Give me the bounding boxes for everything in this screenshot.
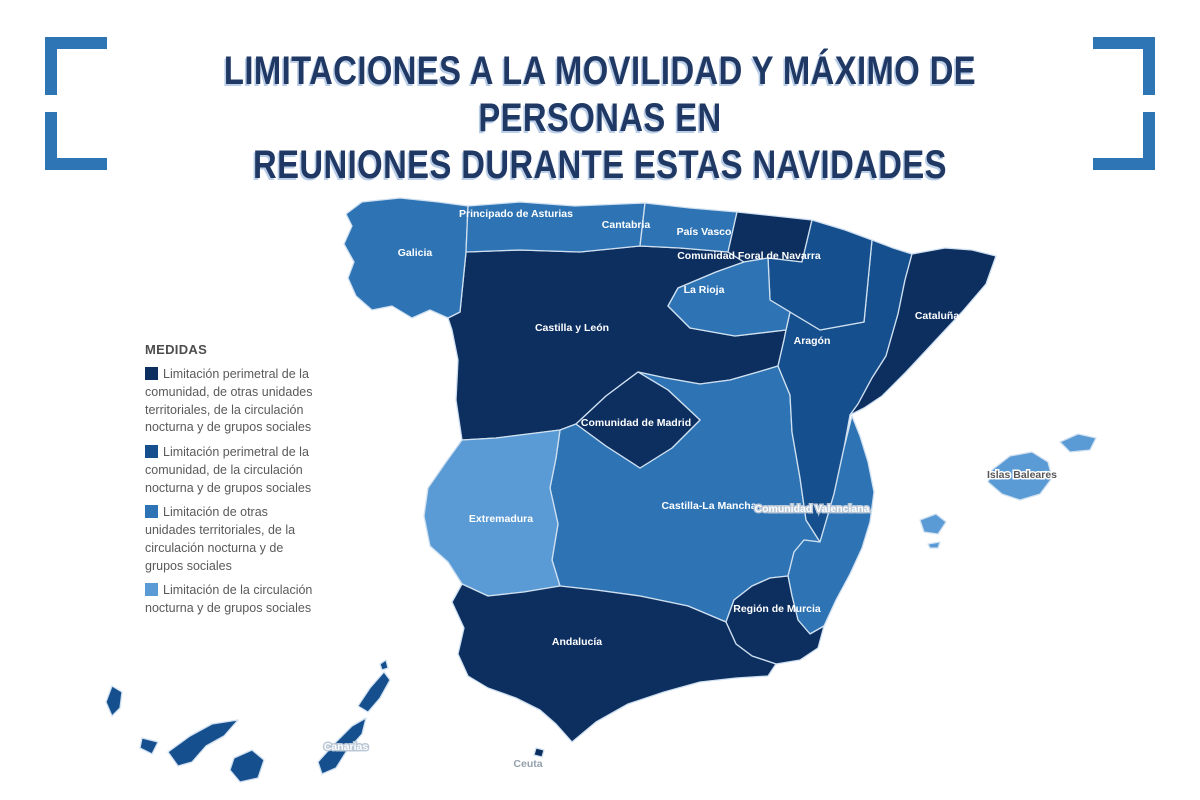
region-label-andalucia: Andalucía [552,636,602,648]
region-label-ceuta: Ceuta [513,758,542,770]
region-madrid[interactable] [575,371,701,469]
region-label-cataluna: Cataluña [915,310,960,322]
region-label-navarra: Comunidad Foral de Navarra [677,250,821,262]
legend: MEDIDAS Limitación perimetral de la comu… [145,342,317,625]
legend-item-label: Limitación perimetral de la comunidad, d… [145,367,313,435]
region-galicia[interactable] [343,197,469,319]
legend-item-1: Limitación perimetral de la comunidad, d… [145,444,317,497]
region-label-la_rioja: La Rioja [684,284,725,296]
corner-bracket-icon [45,112,107,170]
region-ceuta[interactable] [533,747,545,758]
legend-swatch-icon [145,583,158,597]
region-cataluna[interactable] [849,247,997,416]
region-la_rioja[interactable] [667,257,791,337]
region-label-castilla_leon: Castilla y León [535,322,609,334]
legend-item-0: Limitación perimetral de la comunidad, d… [145,366,317,437]
legend-item-label: Limitación de la circulación nocturna y … [145,583,313,615]
region-label-canarias: Canarias [324,741,369,753]
region-andalucia[interactable] [451,583,777,743]
legend-item-3: Limitación de la circulación nocturna y … [145,582,317,618]
page-title-line2: REUNIONES DURANTE ESTAS NAVIDADES [253,143,947,188]
region-label-galicia: Galicia [398,247,433,259]
legend-swatch-icon [145,367,158,380]
page-title-line1: LIMITACIONES A LA MOVILIDAD Y MÁXIMO DE … [223,49,977,141]
region-label-asturias: Principado de Asturias [459,208,573,220]
region-label-aragon: Aragón [794,335,831,347]
corner-bracket-icon [1093,37,1155,95]
legend-swatch-icon [145,505,158,519]
legend-swatch-icon [145,445,158,458]
page-title: LIMITACIONES A LA MOVILIDAD Y MÁXIMO DE … [145,48,1055,190]
region-label-murcia: Región de Murcia [733,603,821,615]
region-label-clm: Castilla-La Mancha [661,500,756,512]
region-label-valenciana: Comunidad Valenciana [755,503,870,515]
region-navarra[interactable] [767,219,873,331]
legend-item-label: Limitación perimetral de la comunidad, d… [145,445,312,495]
region-label-cantabria: Cantabria [602,219,651,231]
legend-item-label: Limitación de otras unidades territorial… [145,505,296,573]
legend-items: Limitación perimetral de la comunidad, d… [145,366,317,618]
region-label-baleares: Islas Baleares [987,469,1057,481]
corner-bracket-icon [45,37,107,95]
legend-item-2: Limitación de otras unidades territorial… [145,504,317,575]
region-label-pais_vasco: País Vasco [677,226,732,238]
region-canarias[interactable] [105,659,391,783]
legend-heading: MEDIDAS [145,342,208,357]
region-label-extremadura: Extremadura [469,513,533,525]
corner-bracket-icon [1093,112,1155,170]
title-block: LIMITACIONES A LA MOVILIDAD Y MÁXIMO DE … [45,34,1155,187]
region-label-madrid: Comunidad de Madrid [581,417,691,429]
region-baleares[interactable] [919,433,1097,549]
